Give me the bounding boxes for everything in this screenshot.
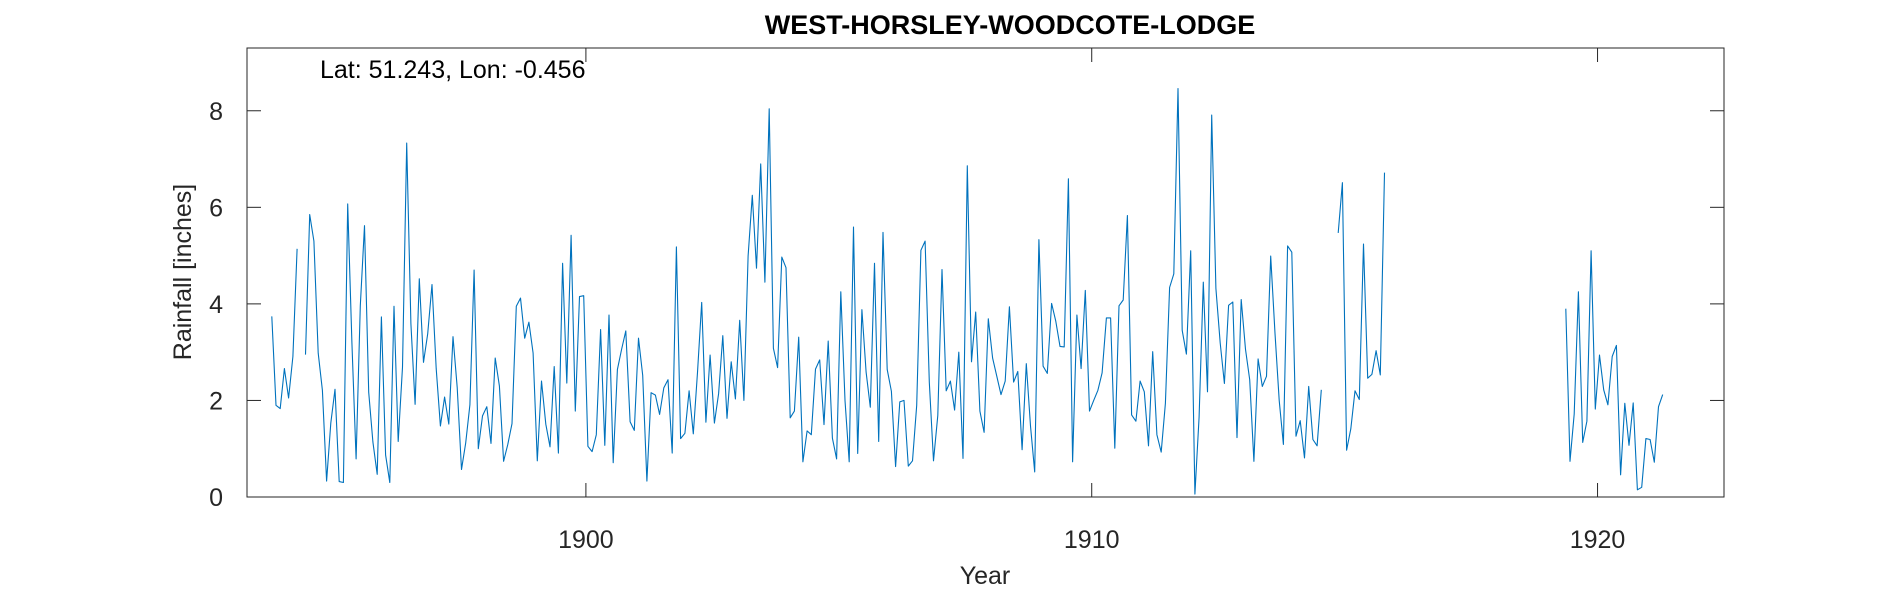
x-axis-label: Year: [960, 562, 1011, 590]
y-tick-label: 8: [209, 98, 223, 126]
x-axis: 1900 1910 1920: [558, 48, 1625, 554]
y-axis-label: Rainfall [inches]: [169, 184, 197, 360]
x-tick-label: 1900: [558, 526, 614, 554]
y-axis: 0 2 4 6 8: [209, 98, 1724, 512]
y-tick-label: 0: [209, 484, 223, 512]
chart-title: WEST-HORSLEY-WOODCOTE-LODGE: [765, 10, 1256, 40]
location-annotation: Lat: 51.243, Lon: -0.456: [320, 56, 586, 84]
x-tick-label: 1920: [1570, 526, 1626, 554]
rainfall-series-line: [1565, 250, 1664, 491]
series-layer: [271, 88, 1664, 495]
rainfall-series-line: [271, 88, 1386, 495]
y-tick-label: 4: [209, 291, 223, 319]
plot-area-frame: [246, 47, 1725, 498]
y-tick-label: 6: [209, 194, 223, 222]
y-tick-label: 2: [209, 387, 223, 415]
x-tick-label: 1910: [1064, 526, 1120, 554]
